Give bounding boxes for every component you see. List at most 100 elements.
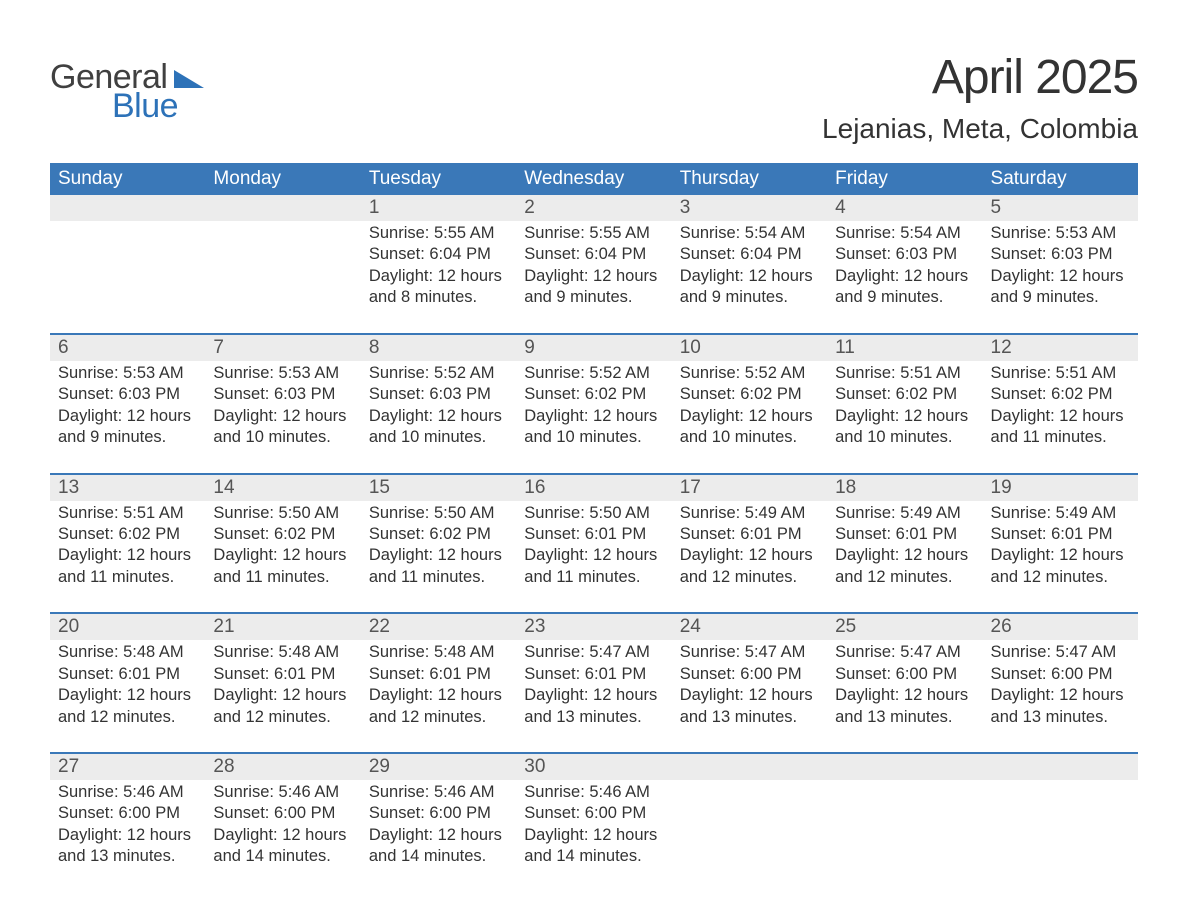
day-number: 16 xyxy=(516,475,671,501)
logo-triangle-icon xyxy=(174,64,204,93)
location-subtitle: Lejanias, Meta, Colombia xyxy=(822,113,1138,145)
week-row: 6789101112Sunrise: 5:53 AM Sunset: 6:03 … xyxy=(50,333,1138,455)
calendar-page: General Blue April 2025 Lejanias, Meta, … xyxy=(0,0,1188,904)
title-block: April 2025 Lejanias, Meta, Colombia xyxy=(822,50,1138,145)
day-cell: Sunrise: 5:49 AM Sunset: 6:01 PM Dayligh… xyxy=(827,501,982,595)
day-cell xyxy=(205,221,360,315)
day-cell: Sunrise: 5:52 AM Sunset: 6:03 PM Dayligh… xyxy=(361,361,516,455)
day-number xyxy=(205,195,360,221)
dow-sunday: Sunday xyxy=(50,163,205,195)
day-number: 17 xyxy=(672,475,827,501)
day-cell: Sunrise: 5:50 AM Sunset: 6:02 PM Dayligh… xyxy=(361,501,516,595)
day-number-strip: 12345 xyxy=(50,195,1138,221)
day-number-strip: 6789101112 xyxy=(50,335,1138,361)
day-number-strip: 13141516171819 xyxy=(50,475,1138,501)
day-number: 3 xyxy=(672,195,827,221)
logo: General Blue xyxy=(50,50,204,126)
day-cell: Sunrise: 5:53 AM Sunset: 6:03 PM Dayligh… xyxy=(983,221,1138,315)
day-cell xyxy=(672,780,827,874)
day-number: 14 xyxy=(205,475,360,501)
page-title: April 2025 xyxy=(822,50,1138,105)
day-cell xyxy=(983,780,1138,874)
day-number: 13 xyxy=(50,475,205,501)
day-number-strip: 27282930 xyxy=(50,754,1138,780)
day-number: 29 xyxy=(361,754,516,780)
day-cell: Sunrise: 5:46 AM Sunset: 6:00 PM Dayligh… xyxy=(50,780,205,874)
day-number: 10 xyxy=(672,335,827,361)
day-number-strip: 20212223242526 xyxy=(50,614,1138,640)
day-cell: Sunrise: 5:51 AM Sunset: 6:02 PM Dayligh… xyxy=(827,361,982,455)
dow-friday: Friday xyxy=(827,163,982,195)
day-cell: Sunrise: 5:46 AM Sunset: 6:00 PM Dayligh… xyxy=(516,780,671,874)
week-row: 20212223242526Sunrise: 5:48 AM Sunset: 6… xyxy=(50,612,1138,734)
day-number: 19 xyxy=(983,475,1138,501)
day-number xyxy=(50,195,205,221)
week-row: 27282930Sunrise: 5:46 AM Sunset: 6:00 PM… xyxy=(50,752,1138,874)
day-number: 8 xyxy=(361,335,516,361)
dow-monday: Monday xyxy=(205,163,360,195)
day-number: 22 xyxy=(361,614,516,640)
day-number: 25 xyxy=(827,614,982,640)
week-row: 13141516171819Sunrise: 5:51 AM Sunset: 6… xyxy=(50,473,1138,595)
day-cell: Sunrise: 5:52 AM Sunset: 6:02 PM Dayligh… xyxy=(516,361,671,455)
day-cell: Sunrise: 5:51 AM Sunset: 6:02 PM Dayligh… xyxy=(983,361,1138,455)
day-cell: Sunrise: 5:50 AM Sunset: 6:01 PM Dayligh… xyxy=(516,501,671,595)
day-cell: Sunrise: 5:50 AM Sunset: 6:02 PM Dayligh… xyxy=(205,501,360,595)
day-cell xyxy=(50,221,205,315)
day-number xyxy=(827,754,982,780)
day-number: 23 xyxy=(516,614,671,640)
dow-saturday: Saturday xyxy=(983,163,1138,195)
day-cell: Sunrise: 5:51 AM Sunset: 6:02 PM Dayligh… xyxy=(50,501,205,595)
day-cell: Sunrise: 5:53 AM Sunset: 6:03 PM Dayligh… xyxy=(50,361,205,455)
day-number: 9 xyxy=(516,335,671,361)
day-number: 12 xyxy=(983,335,1138,361)
day-number: 1 xyxy=(361,195,516,221)
day-body-row: Sunrise: 5:55 AM Sunset: 6:04 PM Dayligh… xyxy=(50,221,1138,315)
day-number: 15 xyxy=(361,475,516,501)
day-cell: Sunrise: 5:47 AM Sunset: 6:00 PM Dayligh… xyxy=(983,640,1138,734)
day-number: 6 xyxy=(50,335,205,361)
day-body-row: Sunrise: 5:46 AM Sunset: 6:00 PM Dayligh… xyxy=(50,780,1138,874)
day-cell: Sunrise: 5:46 AM Sunset: 6:00 PM Dayligh… xyxy=(205,780,360,874)
day-cell: Sunrise: 5:46 AM Sunset: 6:00 PM Dayligh… xyxy=(361,780,516,874)
day-body-row: Sunrise: 5:51 AM Sunset: 6:02 PM Dayligh… xyxy=(50,501,1138,595)
weeks-container: 12345Sunrise: 5:55 AM Sunset: 6:04 PM Da… xyxy=(50,195,1138,874)
day-number: 20 xyxy=(50,614,205,640)
day-of-week-header: Sunday Monday Tuesday Wednesday Thursday… xyxy=(50,163,1138,195)
header: General Blue April 2025 Lejanias, Meta, … xyxy=(50,50,1138,145)
day-number: 30 xyxy=(516,754,671,780)
calendar-grid: Sunday Monday Tuesday Wednesday Thursday… xyxy=(50,163,1138,874)
day-body-row: Sunrise: 5:48 AM Sunset: 6:01 PM Dayligh… xyxy=(50,640,1138,734)
day-number: 11 xyxy=(827,335,982,361)
day-cell: Sunrise: 5:55 AM Sunset: 6:04 PM Dayligh… xyxy=(516,221,671,315)
day-cell: Sunrise: 5:48 AM Sunset: 6:01 PM Dayligh… xyxy=(50,640,205,734)
day-cell: Sunrise: 5:49 AM Sunset: 6:01 PM Dayligh… xyxy=(983,501,1138,595)
day-body-row: Sunrise: 5:53 AM Sunset: 6:03 PM Dayligh… xyxy=(50,361,1138,455)
day-number xyxy=(983,754,1138,780)
dow-wednesday: Wednesday xyxy=(516,163,671,195)
day-number: 2 xyxy=(516,195,671,221)
day-number xyxy=(672,754,827,780)
day-cell: Sunrise: 5:53 AM Sunset: 6:03 PM Dayligh… xyxy=(205,361,360,455)
week-row: 12345Sunrise: 5:55 AM Sunset: 6:04 PM Da… xyxy=(50,195,1138,315)
day-number: 5 xyxy=(983,195,1138,221)
day-number: 18 xyxy=(827,475,982,501)
dow-tuesday: Tuesday xyxy=(361,163,516,195)
day-number: 21 xyxy=(205,614,360,640)
day-cell: Sunrise: 5:54 AM Sunset: 6:03 PM Dayligh… xyxy=(827,221,982,315)
day-cell: Sunrise: 5:47 AM Sunset: 6:00 PM Dayligh… xyxy=(827,640,982,734)
day-cell: Sunrise: 5:48 AM Sunset: 6:01 PM Dayligh… xyxy=(361,640,516,734)
day-number: 28 xyxy=(205,754,360,780)
dow-thursday: Thursday xyxy=(672,163,827,195)
day-cell: Sunrise: 5:52 AM Sunset: 6:02 PM Dayligh… xyxy=(672,361,827,455)
day-cell: Sunrise: 5:54 AM Sunset: 6:04 PM Dayligh… xyxy=(672,221,827,315)
day-cell xyxy=(827,780,982,874)
day-number: 27 xyxy=(50,754,205,780)
day-cell: Sunrise: 5:49 AM Sunset: 6:01 PM Dayligh… xyxy=(672,501,827,595)
day-cell: Sunrise: 5:48 AM Sunset: 6:01 PM Dayligh… xyxy=(205,640,360,734)
day-number: 4 xyxy=(827,195,982,221)
day-cell: Sunrise: 5:47 AM Sunset: 6:00 PM Dayligh… xyxy=(672,640,827,734)
day-cell: Sunrise: 5:55 AM Sunset: 6:04 PM Dayligh… xyxy=(361,221,516,315)
day-number: 26 xyxy=(983,614,1138,640)
day-cell: Sunrise: 5:47 AM Sunset: 6:01 PM Dayligh… xyxy=(516,640,671,734)
